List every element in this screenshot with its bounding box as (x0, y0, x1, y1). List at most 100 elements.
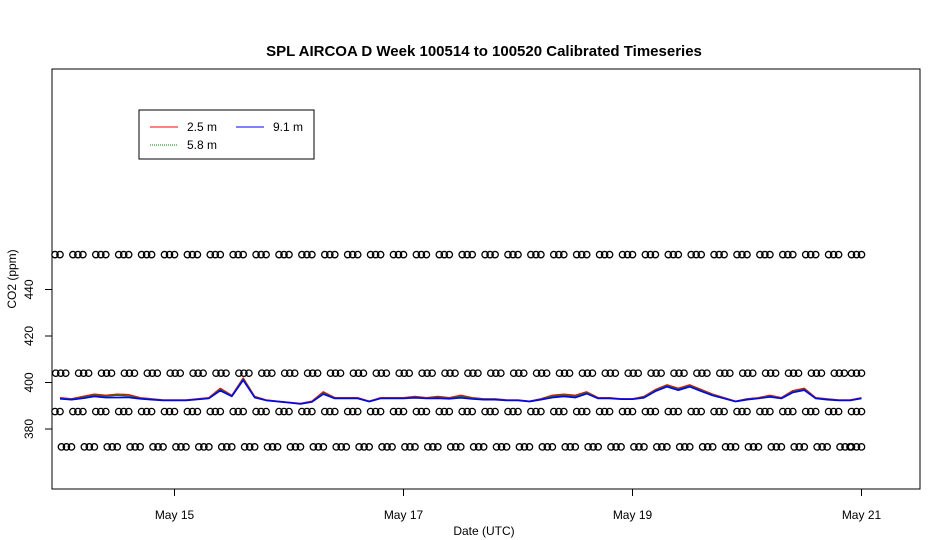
calibration-point (479, 443, 488, 451)
calibration-point (549, 407, 558, 416)
calibration-point (130, 369, 139, 378)
calibration-point (319, 443, 328, 451)
calibration-point (298, 250, 306, 259)
calibration-point (595, 250, 604, 259)
calibration-point (756, 250, 764, 259)
calibration-point (857, 250, 866, 259)
calibration-point (240, 443, 249, 451)
calibration-point (651, 250, 660, 259)
calibration-point (451, 369, 459, 378)
calibration-point (74, 407, 82, 416)
calibration-point (199, 369, 207, 378)
calibration-point (692, 250, 701, 259)
calibration-point (91, 250, 100, 259)
calibration-point (159, 443, 167, 451)
y-axis: 380 400 420 440 (22, 279, 53, 439)
calibration-point (664, 250, 673, 259)
calibration-point (618, 407, 627, 416)
x-axis-label: Date (UTC) (453, 524, 514, 538)
calibration-point (451, 443, 460, 451)
calibration-point (417, 250, 426, 259)
calibration-point (51, 250, 59, 259)
calibration-point (646, 250, 655, 259)
calibration-point (806, 250, 815, 259)
calibration-point (496, 369, 505, 378)
calibration-point (565, 369, 574, 378)
calibration-point (143, 369, 152, 378)
calibration-point (108, 443, 117, 451)
calibration-point (559, 250, 568, 259)
calibration-point (165, 250, 174, 259)
calibration-point (67, 443, 76, 451)
calibration-point (245, 443, 254, 451)
y-tick-label: 380 (22, 419, 36, 439)
calibration-point (458, 250, 467, 259)
calibration-point (332, 443, 341, 451)
calibration-point (61, 369, 70, 378)
calibration-point (440, 407, 449, 416)
x-tick-label: May 15 (155, 508, 195, 522)
calibration-point (852, 443, 861, 451)
calibration-point (250, 443, 259, 451)
calibration-point (286, 443, 295, 451)
calibration-point (481, 407, 489, 416)
calibration-point (101, 407, 110, 416)
calibration-points (51, 250, 866, 451)
calibration-point (641, 407, 650, 416)
calibration-point (149, 443, 157, 451)
calibration-point (692, 407, 701, 416)
calibration-point (216, 250, 225, 259)
calibration-point (212, 369, 220, 378)
calibration-point (789, 369, 798, 378)
calibration-point (514, 369, 523, 378)
calibration-point (715, 407, 723, 416)
calibration-point (79, 407, 87, 416)
calibration-point (486, 250, 494, 259)
calibration-point (154, 443, 162, 451)
calibration-point (857, 443, 866, 451)
calibration-point (651, 407, 660, 416)
calibration-point (771, 369, 780, 378)
calibration-point (749, 443, 758, 451)
calibration-point (509, 369, 518, 378)
calibration-point (761, 250, 769, 259)
calibration-point (492, 443, 501, 451)
calibration-point (641, 250, 650, 259)
calibration-point (217, 443, 226, 451)
calibration-point (600, 250, 609, 259)
calibration-point (423, 443, 432, 451)
calibration-point (257, 407, 265, 416)
calibration-point (554, 250, 563, 259)
calibration-point (399, 407, 408, 416)
calibration-point (268, 443, 277, 451)
calibration-point (537, 250, 545, 259)
calibration-point (394, 407, 403, 416)
calibration-point (801, 250, 810, 259)
calibration-point (857, 407, 866, 416)
calibration-point (794, 369, 803, 378)
calibration-point (245, 369, 253, 378)
calibration-point (182, 443, 190, 451)
y-axis-label: CO2 (ppm) (5, 249, 19, 308)
calibration-point (623, 407, 632, 416)
calibration-point (97, 369, 106, 378)
calibration-point (630, 443, 638, 451)
calibration-point (582, 250, 591, 259)
calibration-point (172, 443, 180, 451)
calibration-point (377, 369, 386, 378)
calibration-point (761, 407, 769, 416)
calibration-point (308, 369, 317, 378)
calibration-point (584, 443, 593, 451)
calibration-point (239, 407, 248, 416)
calibration-point (623, 250, 632, 259)
calibration-point (275, 407, 283, 416)
calibration-point (708, 443, 717, 451)
calibration-point (527, 250, 535, 259)
calibration-point (234, 250, 243, 259)
calibration-point (211, 250, 220, 259)
calibration-point (532, 250, 540, 259)
calibration-point (514, 250, 522, 259)
calibration-point (125, 369, 134, 378)
calibration-point (193, 250, 202, 259)
